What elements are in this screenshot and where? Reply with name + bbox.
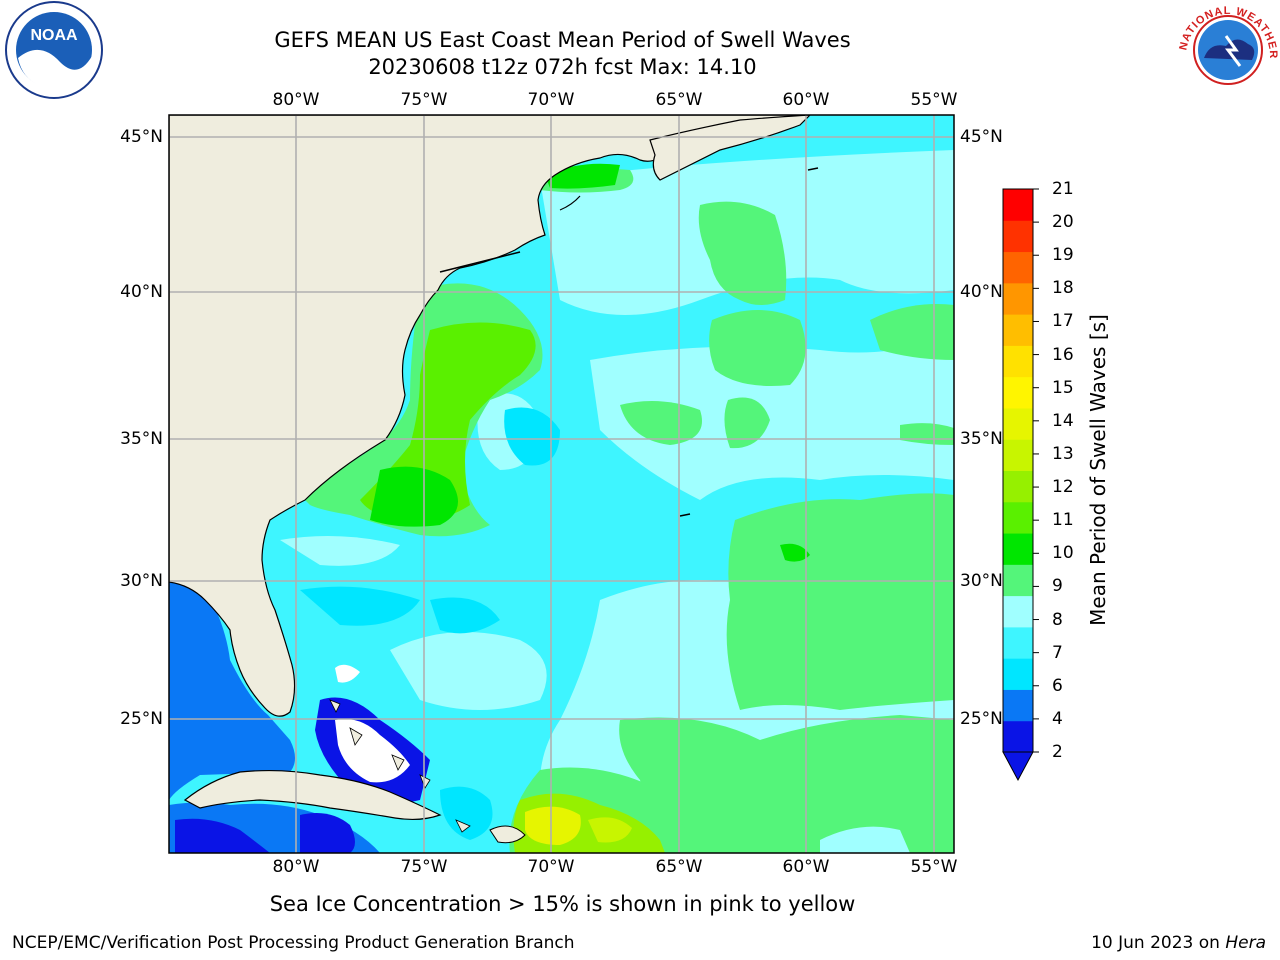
colorbar-tick-label: 16 — [1052, 344, 1074, 365]
colorbar-tick-label: 12 — [1052, 477, 1074, 498]
colorbar-tick-label: 6 — [1052, 675, 1063, 696]
colorbar-segment — [1003, 376, 1033, 409]
lon-label-bottom: 75°W — [400, 857, 448, 877]
lon-label-top: 65°W — [655, 90, 703, 110]
colorbar-segment — [1003, 251, 1033, 284]
map-area — [169, 115, 954, 853]
noaa-logo-text: NOAA — [30, 27, 78, 44]
colorbar-segment — [1003, 595, 1033, 628]
sea-ice-note: Sea Ice Concentration > 15% is shown in … — [269, 892, 856, 916]
colorbar-segment — [1003, 314, 1033, 346]
nws-logo-text: NATIONAL WEATHER SERVICE — [0, 0, 1278, 59]
lon-label-bottom: 80°W — [272, 857, 320, 877]
colorbar-tick-label: 10 — [1052, 543, 1074, 564]
colorbar-tick-label: 14 — [1052, 410, 1074, 431]
lat-label-left: 40°N — [120, 282, 163, 302]
colorbar-segment — [1003, 720, 1033, 753]
colorbar-tick-label: 11 — [1052, 510, 1074, 531]
colorbar-tick-label: 20 — [1052, 212, 1074, 233]
colorbar-segment — [1003, 282, 1033, 315]
lat-label-right: 40°N — [960, 282, 1003, 302]
footer-date-text: 10 Jun 2023 on — [1091, 933, 1226, 953]
colorbar-tick-label: 8 — [1052, 609, 1063, 630]
lon-label-top: 60°W — [782, 90, 830, 110]
footer-host: Hera — [1225, 933, 1266, 953]
chart-subtitle: 20230608 t12z 072h fcst Max: 14.10 — [368, 55, 757, 79]
lon-label-top: 70°W — [527, 90, 575, 110]
svg-text:NATIONAL WEATHER SERVICE: NATIONAL WEATHER SERVICE — [0, 0, 1279, 59]
lat-label-right: 25°N — [960, 709, 1003, 729]
colorbar-under-arrow — [1002, 751, 1034, 782]
colorbar-tick-label: 7 — [1052, 642, 1063, 663]
lat-label-left: 45°N — [120, 127, 163, 147]
lon-label-bottom: 55°W — [910, 857, 958, 877]
colorbar-tick-label: 17 — [1052, 311, 1074, 332]
lon-label-top: 75°W — [400, 90, 448, 110]
lat-label-right: 30°N — [960, 571, 1003, 591]
colorbar — [1002, 188, 1039, 782]
colorbar-segment — [1003, 189, 1033, 221]
colorbar-segment — [1003, 533, 1033, 565]
noaa-logo: NOAA — [5, 1, 103, 99]
map-frame — [168, 114, 955, 854]
lon-label-bottom: 65°W — [655, 857, 703, 877]
colorbar-segment — [1003, 345, 1033, 378]
footer-branch: NCEP/EMC/Verification Post Processing Pr… — [12, 933, 575, 953]
colorbar-tick-label: 21 — [1052, 179, 1074, 199]
lat-label-left: 25°N — [120, 709, 163, 729]
colorbar-tick-label: 13 — [1052, 443, 1074, 464]
map-gridlines — [169, 115, 954, 853]
lat-label-left: 35°N — [120, 429, 163, 449]
lat-label-right: 35°N — [960, 429, 1003, 449]
footer-date: 10 Jun 2023 on Hera — [1091, 933, 1266, 953]
colorbar-segment — [1003, 220, 1033, 253]
north-america-land — [169, 115, 801, 717]
lon-label-top: 80°W — [272, 90, 320, 110]
colorbar-segment — [1003, 407, 1033, 440]
colorbar-label: Mean Period of Swell Waves [s] — [1086, 314, 1110, 626]
colorbar-segment — [1003, 564, 1033, 597]
lon-label-bottom: 60°W — [782, 857, 830, 877]
nws-logo: NATIONAL WEATHER SERVICE — [0, 0, 1279, 97]
colorbar-segment — [1003, 626, 1033, 659]
colorbar-tick-label: 19 — [1052, 245, 1074, 266]
colorbar-segment — [1003, 439, 1033, 471]
chart-title: GEFS MEAN US East Coast Mean Period of S… — [274, 28, 851, 52]
colorbar-frame — [1002, 188, 1034, 753]
lon-label-bottom: 70°W — [527, 857, 575, 877]
lon-label-top: 55°W — [910, 90, 958, 110]
colorbar-tick-label: 9 — [1052, 576, 1063, 597]
colorbar-segment — [1003, 470, 1033, 503]
cuba-land — [183, 769, 442, 821]
colorbar-segment — [1003, 501, 1033, 534]
lat-label-left: 30°N — [120, 571, 163, 591]
colorbar-segment — [1003, 658, 1033, 690]
colorbar-tick-label: 2 — [1052, 742, 1063, 762]
lat-label-right: 45°N — [960, 127, 1003, 147]
colorbar-segment — [1003, 689, 1033, 722]
colorbar-tick-label: 15 — [1052, 377, 1074, 398]
colorbar-tick-label: 4 — [1052, 708, 1063, 729]
colorbar-tick-label: 18 — [1052, 278, 1074, 299]
